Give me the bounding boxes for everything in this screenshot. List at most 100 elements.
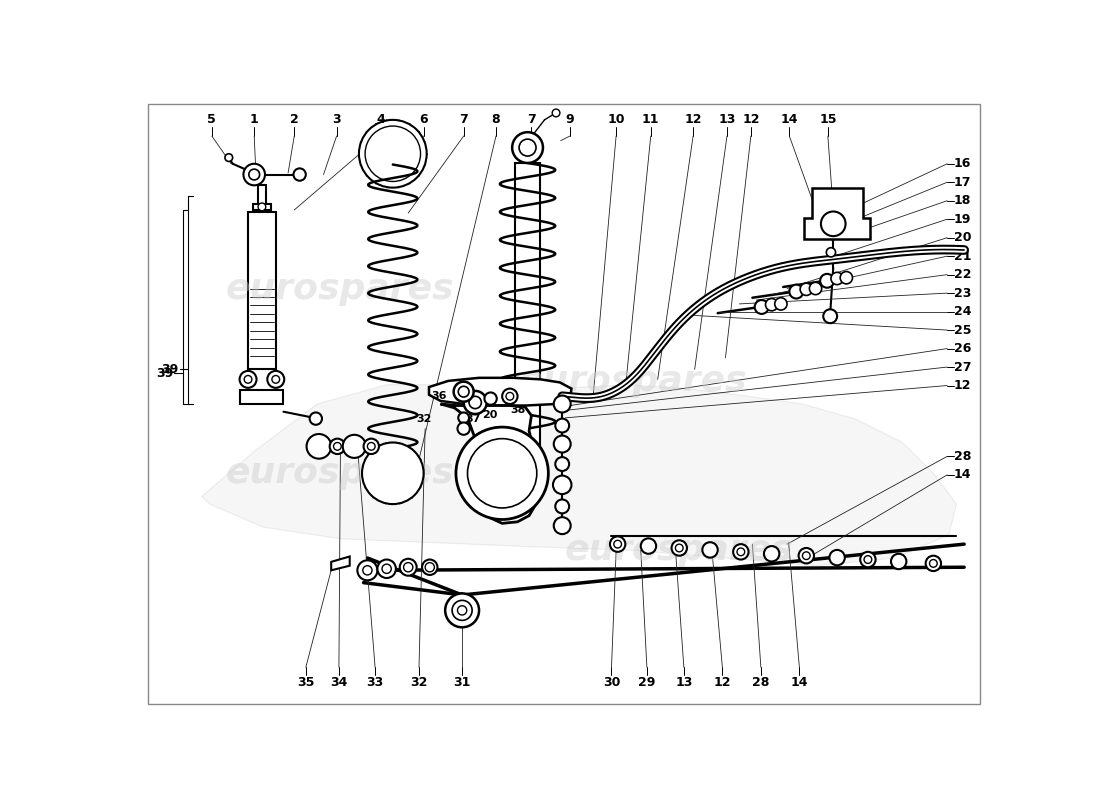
Circle shape — [790, 285, 803, 298]
Circle shape — [377, 559, 396, 578]
Text: 37: 37 — [465, 414, 481, 424]
Circle shape — [821, 211, 846, 236]
Text: 24: 24 — [954, 305, 971, 318]
Circle shape — [556, 418, 569, 433]
Circle shape — [363, 438, 378, 454]
Circle shape — [453, 382, 474, 402]
Circle shape — [821, 274, 834, 288]
Circle shape — [459, 386, 469, 397]
Text: 28: 28 — [752, 676, 770, 690]
Text: 12: 12 — [684, 113, 702, 126]
Circle shape — [513, 132, 543, 163]
Text: 7: 7 — [460, 113, 467, 126]
Text: 39: 39 — [156, 366, 174, 380]
Circle shape — [671, 540, 686, 556]
Circle shape — [609, 537, 626, 552]
Circle shape — [926, 556, 942, 571]
Text: 25: 25 — [954, 323, 971, 337]
Text: 17: 17 — [954, 176, 971, 189]
Text: 23: 23 — [954, 286, 971, 300]
Circle shape — [358, 560, 377, 580]
Circle shape — [614, 540, 622, 548]
Text: 28: 28 — [954, 450, 971, 463]
Text: 2: 2 — [290, 113, 298, 126]
Circle shape — [640, 538, 656, 554]
Circle shape — [258, 203, 266, 210]
Text: 19: 19 — [954, 213, 971, 226]
Circle shape — [469, 396, 482, 409]
Text: 34: 34 — [330, 676, 348, 690]
Text: 16: 16 — [954, 158, 971, 170]
Text: 7: 7 — [527, 113, 536, 126]
Circle shape — [425, 562, 435, 572]
Circle shape — [459, 413, 469, 423]
Polygon shape — [804, 188, 870, 239]
Text: 35: 35 — [297, 676, 315, 690]
Circle shape — [244, 375, 252, 383]
Circle shape — [468, 438, 537, 508]
Text: 12: 12 — [742, 113, 760, 126]
Text: eurospares: eurospares — [519, 364, 747, 398]
Polygon shape — [253, 204, 271, 210]
Circle shape — [516, 455, 539, 478]
Circle shape — [553, 476, 572, 494]
Circle shape — [799, 548, 814, 563]
Text: 18: 18 — [954, 194, 971, 207]
Circle shape — [763, 546, 779, 562]
Text: 20: 20 — [482, 410, 497, 420]
Polygon shape — [440, 404, 541, 523]
Text: 5: 5 — [208, 113, 217, 126]
Circle shape — [343, 435, 366, 458]
Circle shape — [522, 462, 532, 473]
Circle shape — [553, 517, 571, 534]
Circle shape — [737, 548, 745, 556]
Circle shape — [803, 552, 810, 559]
Text: 14: 14 — [791, 676, 808, 690]
Text: 4: 4 — [376, 113, 385, 126]
Circle shape — [800, 283, 813, 295]
Circle shape — [226, 154, 233, 162]
Text: eurospares: eurospares — [227, 456, 454, 490]
Text: 32: 32 — [416, 414, 431, 424]
Circle shape — [333, 442, 341, 450]
Circle shape — [484, 393, 497, 405]
Circle shape — [860, 552, 876, 567]
Text: 3: 3 — [332, 113, 341, 126]
Circle shape — [365, 126, 420, 182]
Circle shape — [243, 164, 265, 186]
Circle shape — [810, 282, 822, 294]
Circle shape — [367, 442, 375, 450]
Text: 14: 14 — [781, 113, 799, 126]
Circle shape — [456, 427, 548, 519]
Circle shape — [307, 434, 331, 458]
Text: 10: 10 — [607, 113, 625, 126]
Circle shape — [829, 550, 845, 566]
Polygon shape — [249, 211, 276, 370]
Circle shape — [446, 594, 480, 627]
Text: eurospares: eurospares — [227, 271, 454, 306]
Circle shape — [404, 562, 412, 572]
Polygon shape — [429, 378, 572, 406]
Text: 13: 13 — [675, 676, 693, 690]
Text: 6: 6 — [419, 113, 428, 126]
Circle shape — [502, 389, 518, 404]
Text: 27: 27 — [954, 361, 971, 374]
Text: 31: 31 — [453, 676, 471, 690]
Circle shape — [733, 544, 749, 559]
Text: 36: 36 — [431, 391, 447, 402]
Circle shape — [362, 442, 424, 504]
Polygon shape — [241, 390, 284, 404]
Circle shape — [452, 600, 472, 620]
Circle shape — [240, 371, 256, 388]
Text: 9: 9 — [565, 113, 574, 126]
Circle shape — [519, 139, 536, 156]
Polygon shape — [331, 557, 350, 570]
Circle shape — [330, 438, 345, 454]
Circle shape — [703, 542, 718, 558]
Text: 13: 13 — [718, 113, 736, 126]
Circle shape — [774, 298, 786, 310]
Circle shape — [458, 606, 466, 615]
Circle shape — [552, 109, 560, 117]
Circle shape — [506, 393, 514, 400]
Text: 21: 21 — [954, 250, 971, 262]
